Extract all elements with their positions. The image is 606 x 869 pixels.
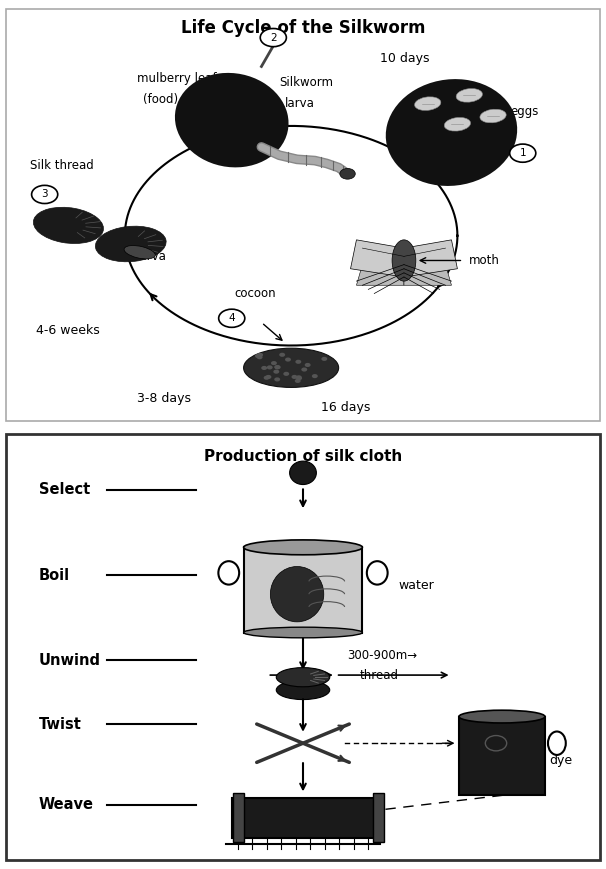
FancyBboxPatch shape <box>6 434 600 860</box>
Circle shape <box>301 368 307 372</box>
Circle shape <box>296 375 302 380</box>
Circle shape <box>271 361 277 365</box>
Text: eggs: eggs <box>511 105 539 118</box>
FancyBboxPatch shape <box>373 793 384 842</box>
Text: Boil: Boil <box>39 567 70 582</box>
Circle shape <box>257 353 263 357</box>
Text: 3: 3 <box>41 189 48 200</box>
Text: 16 days: 16 days <box>321 401 370 414</box>
Ellipse shape <box>276 667 330 687</box>
Circle shape <box>312 374 318 378</box>
Circle shape <box>340 169 355 179</box>
Text: 3-8 days: 3-8 days <box>137 392 191 405</box>
Text: 1: 1 <box>519 148 526 158</box>
Ellipse shape <box>444 117 470 131</box>
Text: moth: moth <box>469 254 500 267</box>
Ellipse shape <box>270 567 324 622</box>
FancyBboxPatch shape <box>231 798 375 838</box>
Circle shape <box>219 309 245 328</box>
Text: Silk thread: Silk thread <box>30 159 93 172</box>
Text: Weave: Weave <box>39 798 94 813</box>
Polygon shape <box>356 264 404 285</box>
Text: Unwind: Unwind <box>39 653 101 667</box>
Ellipse shape <box>244 348 339 388</box>
Text: Twist: Twist <box>39 717 82 732</box>
FancyBboxPatch shape <box>6 9 600 421</box>
Text: Production of silk cloth: Production of silk cloth <box>204 449 402 464</box>
Ellipse shape <box>244 627 362 638</box>
Ellipse shape <box>392 240 416 282</box>
Text: 2: 2 <box>270 32 276 43</box>
FancyBboxPatch shape <box>244 547 362 633</box>
Ellipse shape <box>175 73 288 168</box>
Circle shape <box>260 29 287 47</box>
Circle shape <box>295 360 301 364</box>
Text: larva: larva <box>285 97 315 110</box>
Ellipse shape <box>276 680 330 700</box>
Text: water: water <box>398 579 434 592</box>
Circle shape <box>274 365 280 369</box>
Circle shape <box>275 365 281 369</box>
Circle shape <box>255 354 261 358</box>
Polygon shape <box>350 240 404 277</box>
Text: Life Cycle of the Silkworm: Life Cycle of the Silkworm <box>181 19 425 37</box>
Ellipse shape <box>459 710 545 723</box>
Circle shape <box>305 363 311 367</box>
Text: mulberry leaf: mulberry leaf <box>137 72 216 85</box>
Text: cocoon: cocoon <box>235 287 276 300</box>
Circle shape <box>265 375 271 379</box>
Ellipse shape <box>95 226 166 262</box>
Text: dye: dye <box>550 753 573 766</box>
Circle shape <box>321 357 327 361</box>
Circle shape <box>291 375 298 379</box>
Circle shape <box>295 379 301 383</box>
Circle shape <box>273 369 279 374</box>
Text: 4-6 weeks: 4-6 weeks <box>36 324 99 337</box>
Circle shape <box>264 375 270 380</box>
Text: thread: thread <box>359 668 398 681</box>
Polygon shape <box>404 264 451 285</box>
FancyBboxPatch shape <box>233 793 244 842</box>
Circle shape <box>267 365 273 369</box>
Polygon shape <box>404 240 458 277</box>
Text: Select: Select <box>39 482 90 497</box>
Ellipse shape <box>386 79 517 186</box>
Text: 10 days: 10 days <box>380 52 430 64</box>
Circle shape <box>275 377 280 381</box>
Ellipse shape <box>33 208 104 243</box>
Text: 300-900m→: 300-900m→ <box>348 649 418 662</box>
Circle shape <box>283 372 289 376</box>
Circle shape <box>279 353 285 357</box>
Text: (food): (food) <box>142 93 178 106</box>
Circle shape <box>261 366 267 370</box>
Text: Silkworm: Silkworm <box>279 76 333 90</box>
Circle shape <box>32 185 58 203</box>
FancyBboxPatch shape <box>459 717 545 795</box>
Circle shape <box>285 357 291 362</box>
Text: larva: larva <box>137 250 167 262</box>
Circle shape <box>510 144 536 163</box>
Circle shape <box>257 355 262 359</box>
Circle shape <box>296 376 302 381</box>
Ellipse shape <box>480 109 506 123</box>
Ellipse shape <box>290 461 316 485</box>
Ellipse shape <box>124 246 155 259</box>
Ellipse shape <box>415 96 441 110</box>
Ellipse shape <box>456 89 482 103</box>
Ellipse shape <box>244 540 362 554</box>
Text: 4: 4 <box>228 313 235 323</box>
